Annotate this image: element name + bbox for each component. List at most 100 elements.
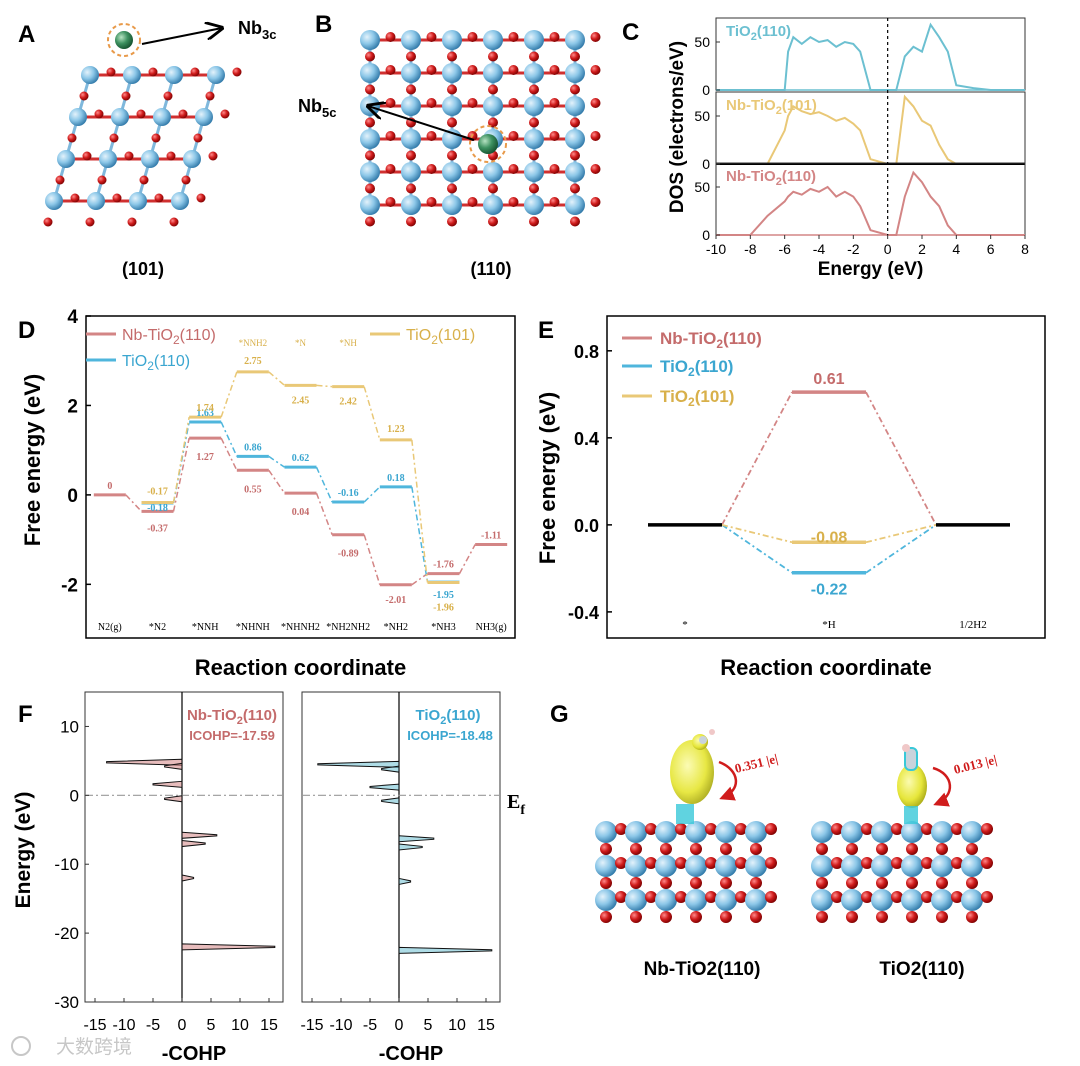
slab-left-o-atom: [615, 857, 627, 869]
nrr-plot-frame: [85, 315, 516, 639]
dos-ytick-label: 50: [694, 179, 710, 195]
slab-right-o-atom: [846, 911, 858, 923]
nrr-value-label: 0.62: [292, 453, 310, 464]
cohp-subplot-frame: [84, 691, 284, 1003]
structure-b-ti-atom: [565, 63, 585, 83]
cohp-ytick-label: 0: [70, 786, 79, 805]
nrr-value-label: -0.18: [147, 503, 168, 514]
structure-b-o-atom: [467, 32, 478, 42]
structure-b-ti-atom: [524, 195, 544, 215]
cohp-icohp-value: ICOHP=-17.59: [189, 728, 275, 743]
structure-a-ti-atom: [57, 150, 75, 168]
slab-right-o-atom: [861, 891, 873, 903]
structure-a-ti-atom: [99, 150, 117, 168]
slab-right-o-atom: [981, 857, 993, 869]
slab-left-ti-atom: [655, 855, 677, 877]
slab-left-ti-atom: [685, 855, 707, 877]
cohp-xtick-label: -15: [300, 1017, 323, 1034]
structure-b-o-atom: [570, 216, 580, 227]
slab-right-ti-atom: [871, 889, 893, 911]
cohp-peak: [398, 877, 412, 886]
structure-b-ti-atom: [524, 129, 544, 149]
structure-a-ti-atom: [129, 192, 147, 210]
structure-a-o-atom: [205, 91, 215, 101]
panel-b-caption: (110): [470, 259, 511, 279]
panel-label-d: D: [18, 317, 35, 344]
nrr-value-label: -0.16: [338, 488, 359, 499]
structure-a-o-atom: [55, 175, 65, 185]
her-category-label: *: [682, 619, 688, 631]
charge-transfer-right: 0.013 |e|: [952, 752, 998, 777]
slab-left-o-atom: [600, 843, 612, 855]
structure-b-o-atom: [570, 84, 580, 95]
slab-right-o-atom: [831, 891, 843, 903]
dos-legend-entry: TiO2(110): [726, 23, 791, 43]
slab-right-o-atom: [921, 891, 933, 903]
slab-right-o-atom: [831, 857, 843, 869]
structure-b-ti-atom: [524, 63, 544, 83]
cohp-xtick-label: 5: [424, 1017, 433, 1034]
dos-series-line: [716, 170, 1025, 236]
depletion-region-left: [676, 804, 694, 824]
structure-a-ti-atom: [195, 108, 213, 126]
her-legend-entry: TiO2(101): [660, 387, 734, 409]
cohp-peak: [317, 760, 400, 768]
slab-left-o-atom: [750, 877, 762, 889]
slab-right-o-atom: [966, 843, 978, 855]
nb5c-highlight-circle: [469, 125, 507, 163]
structure-a-ti-atom: [207, 66, 225, 84]
structure-b-o-atom: [447, 183, 457, 194]
structure-b-ti-atom: [565, 162, 585, 182]
structure-a-o-atom: [79, 91, 89, 101]
slab-left-ti-atom: [625, 855, 647, 877]
nrr-free-energy-chart: -2 0 2 4 0 -0.37 1.27 0.55 0.04 -0.89 -2.01 -1.76 -1…: [20, 307, 516, 680]
cohp-xtick-label: 0: [395, 1017, 404, 1034]
slab-left-o-atom: [750, 843, 762, 855]
slab-left-ti-atom: [595, 821, 617, 843]
slab-right-ti-atom: [811, 821, 833, 843]
charge-transfer-left: 0.351 |e|: [733, 751, 779, 776]
structure-b-o-atom: [488, 51, 498, 62]
structure-b-o-atom: [467, 164, 478, 174]
structure-a-o-atom: [181, 175, 191, 185]
slab-right-o-atom: [891, 857, 903, 869]
slab-left-ti-atom: [625, 821, 647, 843]
structure-a-o-atom: [124, 151, 134, 161]
slab-left-o-atom: [645, 857, 657, 869]
structure-b-o-atom: [488, 183, 498, 194]
nrr-value-label: -0.37: [147, 523, 168, 534]
nrr-category-label: *NH3: [431, 622, 455, 633]
cohp-peak: [181, 840, 206, 848]
structure-b-ti-atom: [442, 63, 462, 83]
nrr-value-label: 1.63: [196, 408, 214, 419]
slab-right-o-atom: [891, 891, 903, 903]
structure-b-o-atom: [488, 117, 498, 128]
cohp-xtick-label: -5: [363, 1017, 377, 1034]
slab-right-ti-atom: [961, 855, 983, 877]
her-ytick-label: 0.4: [574, 429, 599, 449]
nrr-connector: [125, 494, 143, 512]
her-xlabel: Reaction coordinate: [720, 655, 931, 680]
nrr-connector: [172, 437, 190, 512]
structure-b-ti-atom: [442, 30, 462, 50]
dos-chart: 0 50 TiO2(110) 0 50 Nb-TiO2(101) 0 50 Nb-TiO2(11…: [667, 17, 1029, 280]
structure-b-o-atom: [365, 117, 375, 128]
nrr-category-label: *NNH: [192, 622, 219, 633]
nrr-value-label: -0.89: [338, 549, 359, 560]
slab-left-o-atom: [690, 877, 702, 889]
structure-a-o-atom: [121, 91, 131, 101]
nrr-ylabel: Free energy (eV): [20, 374, 45, 546]
her-free-energy-chart: -0.4 0.0 0.4 0.8 0.61 -0.22 -0.08 * *H 1/2H2 React…: [535, 315, 1046, 680]
her-category-label: *H: [822, 619, 836, 631]
her-legend-entry: Nb-TiO2(110): [660, 329, 762, 351]
structure-b-ti-atom: [483, 63, 503, 83]
slab-right-o-atom: [846, 843, 858, 855]
structure-a-o-atom: [43, 217, 53, 227]
structure-b-o-atom: [426, 164, 437, 174]
charge-density-lobe-left: [670, 740, 714, 804]
her-connector: [721, 391, 793, 526]
slab-right-o-atom: [936, 911, 948, 923]
nrr-category-label: NH3(g): [476, 622, 507, 633]
structure-b-ti-atom: [401, 96, 421, 116]
slab-right-o-atom: [966, 911, 978, 923]
